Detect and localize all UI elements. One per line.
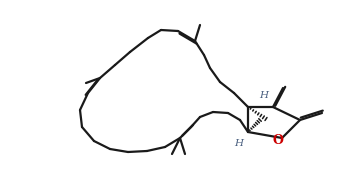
Text: O: O xyxy=(273,135,284,147)
Text: H: H xyxy=(260,91,269,99)
Text: H: H xyxy=(234,139,244,147)
